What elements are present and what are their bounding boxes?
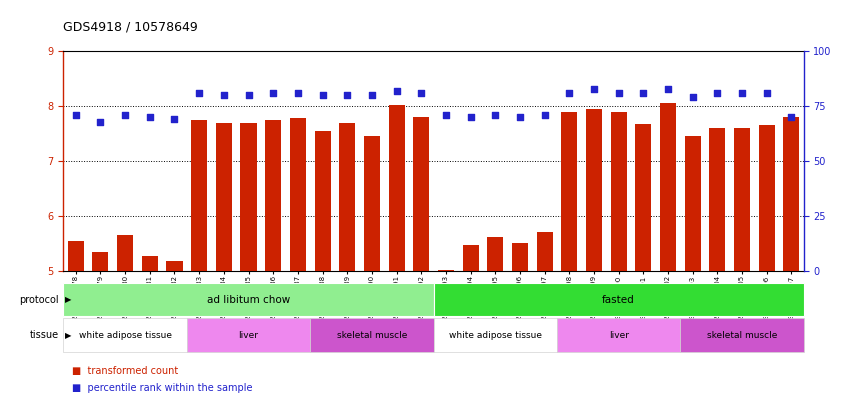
Point <box>760 90 773 96</box>
Bar <box>433 283 804 316</box>
Bar <box>557 318 680 352</box>
Point <box>538 112 552 118</box>
Text: ■  percentile rank within the sample: ■ percentile rank within the sample <box>72 383 252 393</box>
Point <box>118 112 132 118</box>
Bar <box>438 270 454 271</box>
Point <box>217 92 231 98</box>
Point <box>365 92 379 98</box>
Text: protocol: protocol <box>19 295 59 305</box>
Text: tissue: tissue <box>30 330 59 340</box>
Point <box>784 114 798 120</box>
Bar <box>684 136 700 271</box>
Bar <box>536 231 552 271</box>
Bar <box>191 120 207 271</box>
Bar <box>413 117 429 271</box>
Point <box>69 112 83 118</box>
Text: liver: liver <box>239 331 259 340</box>
Bar <box>216 123 232 271</box>
Bar <box>611 112 627 271</box>
Bar <box>635 124 651 271</box>
Text: ▶: ▶ <box>65 331 72 340</box>
Bar <box>310 318 433 352</box>
Bar <box>586 109 602 271</box>
Point <box>266 90 280 96</box>
Point <box>439 112 453 118</box>
Bar <box>265 120 281 271</box>
Point <box>563 90 576 96</box>
Bar <box>290 118 306 271</box>
Text: white adipose tissue: white adipose tissue <box>448 331 541 340</box>
Text: GDS4918 / 10578649: GDS4918 / 10578649 <box>63 20 198 33</box>
Point <box>415 90 428 96</box>
Bar <box>388 105 404 271</box>
Bar <box>187 318 310 352</box>
Point <box>192 90 206 96</box>
Text: skeletal muscle: skeletal muscle <box>706 331 777 340</box>
Point <box>143 114 157 120</box>
Point <box>242 92 255 98</box>
Bar <box>463 245 479 271</box>
Bar <box>315 131 331 271</box>
Point <box>488 112 502 118</box>
Point <box>662 85 675 92</box>
Text: ▶: ▶ <box>65 295 72 304</box>
Bar <box>63 283 433 316</box>
Bar <box>68 241 84 271</box>
Bar <box>339 123 355 271</box>
Point <box>168 116 181 123</box>
Text: skeletal muscle: skeletal muscle <box>337 331 407 340</box>
Point <box>686 94 700 101</box>
Point <box>711 90 724 96</box>
Bar <box>487 237 503 271</box>
Bar <box>63 318 187 352</box>
Point <box>735 90 749 96</box>
Text: white adipose tissue: white adipose tissue <box>79 331 172 340</box>
Point <box>587 85 601 92</box>
Bar <box>660 103 676 271</box>
Bar <box>167 261 183 271</box>
Text: ■  transformed count: ■ transformed count <box>72 366 179 376</box>
Text: fasted: fasted <box>602 295 635 305</box>
Bar <box>680 318 804 352</box>
Point <box>514 114 527 120</box>
Bar <box>734 128 750 271</box>
Bar <box>709 128 725 271</box>
Bar <box>364 136 380 271</box>
Point <box>612 90 625 96</box>
Point <box>291 90 305 96</box>
Point <box>340 92 354 98</box>
Bar <box>142 256 158 271</box>
Point <box>636 90 650 96</box>
Text: ad libitum chow: ad libitum chow <box>207 295 290 305</box>
Bar <box>433 318 557 352</box>
Point <box>464 114 477 120</box>
Point <box>94 118 107 125</box>
Point <box>316 92 329 98</box>
Bar <box>240 123 256 271</box>
Bar <box>117 235 133 271</box>
Bar <box>92 252 108 271</box>
Text: liver: liver <box>608 331 629 340</box>
Point <box>390 88 404 94</box>
Bar <box>512 242 528 271</box>
Bar <box>759 125 775 271</box>
Bar <box>561 112 577 271</box>
Bar <box>783 117 799 271</box>
